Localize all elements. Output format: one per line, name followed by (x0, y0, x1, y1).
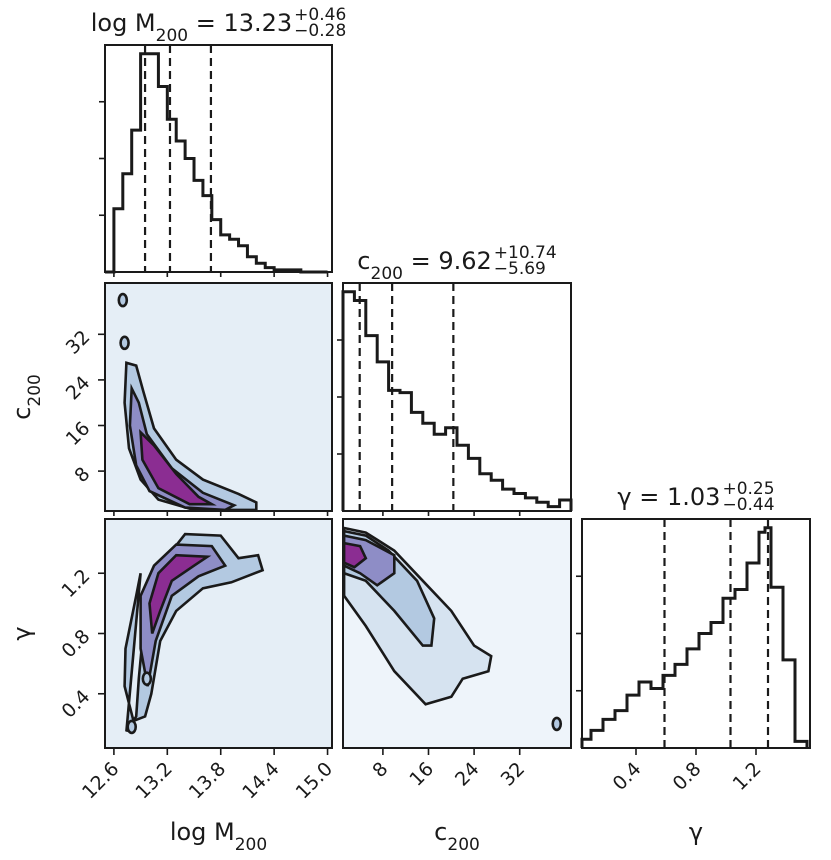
contour-levels-1 (123, 532, 265, 735)
x-axis-label-gamma: γ (689, 818, 703, 846)
x-tick-label-c200-3: 32 (497, 758, 530, 791)
histogram-frame-logM200 (104, 44, 333, 273)
histogram-frame-c200 (342, 282, 572, 512)
x-axis-c200: 8 16 24 32 c200 (368, 748, 529, 855)
x-tick-label-logM200-3: 14.4 (238, 758, 283, 803)
histogram-panel-logM200: log M200 = 13.23 +0.46−0.28 (91, 5, 346, 274)
histogram-title-logM200: log M200 = 13.23 (91, 9, 292, 46)
histogram-logM200 (105, 52, 328, 274)
y-axis-label-gamma: γ (8, 626, 36, 640)
x-tick-label-c200-0: 8 (368, 758, 392, 782)
y-axis-label-c200: c200 (8, 374, 45, 420)
histogram-title-gamma: γ = 1.03 (617, 483, 720, 511)
x-tick-label-logM200-1: 13.2 (131, 758, 176, 803)
y-axis-c200: 8 16 24 32 c200 (8, 326, 105, 487)
histogram-title-gamma-plus: +0.25 (722, 479, 774, 499)
x-tick-label-logM200-2: 13.8 (185, 758, 230, 803)
x-tick-label-gamma-1: 0.8 (669, 758, 706, 795)
x-axis-gamma: 0.4 0.8 1.2 γ (609, 748, 766, 846)
contour-frame-2 (342, 518, 572, 749)
histogram-title-c200-plus: +10.74 (494, 243, 557, 263)
y-tick-label-c200-3: 32 (62, 326, 95, 359)
contour-level-1-2 (148, 553, 212, 634)
y-tick-label-c200-0: 8 (70, 463, 94, 487)
histogram-gamma (580, 526, 809, 748)
contour-island-1-1 (141, 671, 153, 686)
contour-level-2-3 (343, 541, 368, 569)
histogram-title-logM200-minus: −0.28 (294, 21, 346, 41)
histogram-title-c200: c200 = 9.62 (357, 247, 491, 284)
histogram-panel-c200: c200 = 9.62 +10.74−5.69 (337, 243, 573, 512)
x-tick-label-c200-1: 16 (405, 758, 438, 791)
contour-levels-0 (117, 292, 258, 511)
x-tick-label-logM200-4: 15.0 (292, 758, 337, 803)
histogram-c200 (341, 290, 573, 511)
x-axis-logM200: 12.6 13.2 13.8 14.4 15.0 log M200 (78, 748, 337, 855)
x-tick-label-c200-2: 24 (451, 758, 484, 791)
contour-levels-2 (343, 526, 563, 732)
y-tick-label-gamma-2: 1.2 (58, 565, 95, 602)
contour-island-2-0 (551, 716, 563, 732)
contour-island-0-1 (119, 335, 130, 351)
contour-panel-logM200-gamma (104, 518, 333, 749)
contour-level-0-2 (139, 428, 217, 506)
contour-panel-logM200-c200 (104, 282, 333, 512)
x-axis-label-c200: c200 (434, 818, 480, 855)
histogram-title-c200-minus: −5.69 (494, 259, 546, 279)
histogram-panel-gamma: γ = 1.03 +0.25−0.44 (576, 479, 811, 749)
x-tick-label-logM200-0: 12.6 (78, 758, 123, 803)
y-tick-label-c200-1: 16 (62, 417, 95, 450)
x-tick-label-gamma-0: 0.4 (609, 758, 646, 795)
contour-panel-c200-gamma (342, 518, 572, 749)
contour-island-1-0 (126, 719, 138, 735)
y-tick-label-c200-2: 24 (62, 372, 95, 405)
x-tick-label-gamma-2: 1.2 (729, 758, 766, 795)
histogram-title-gamma-minus: −0.44 (722, 495, 774, 515)
contour-island-0-0 (117, 292, 129, 308)
y-tick-label-gamma-0: 0.4 (58, 686, 95, 723)
y-tick-label-gamma-1: 0.8 (58, 625, 95, 662)
histogram-title-logM200-plus: +0.46 (294, 5, 346, 25)
y-axis-gamma: 0.4 0.8 1.2 γ (8, 565, 105, 723)
contour-frame-0 (104, 282, 333, 512)
x-axis-label-logM200: log M200 (170, 818, 267, 855)
